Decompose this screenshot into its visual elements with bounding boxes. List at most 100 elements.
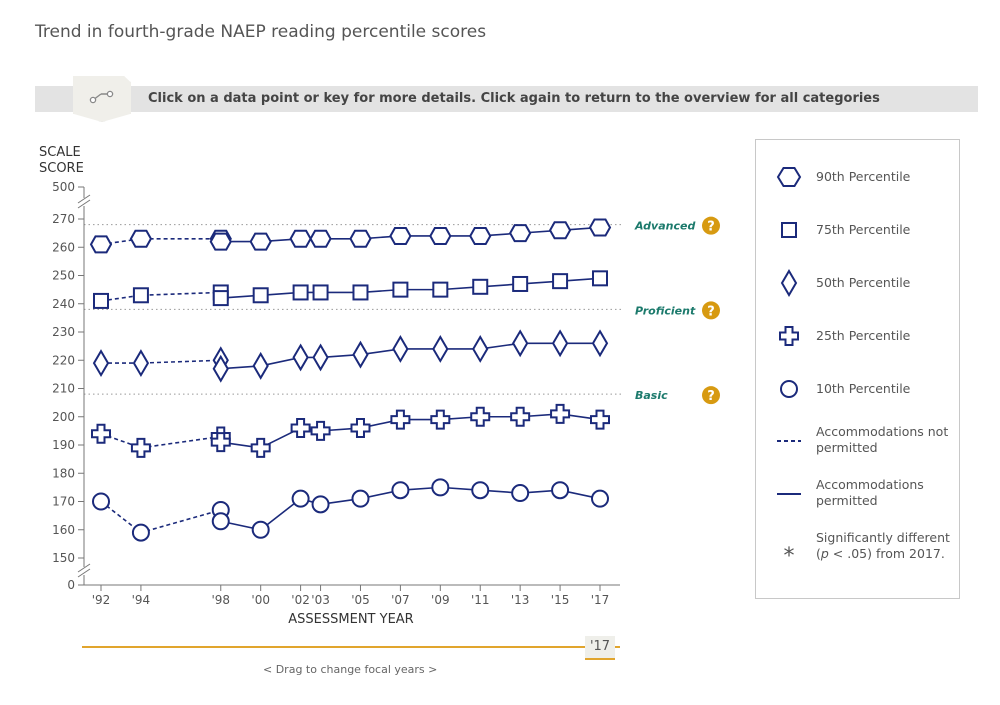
data-point[interactable] [209,232,232,251]
y-axis-label-line2: SCORE [39,161,84,176]
data-point[interactable] [310,420,331,441]
help-icon[interactable] [702,301,720,320]
legend-item-p75[interactable]: 75th Percentile [756,215,959,245]
data-point[interactable] [349,229,372,248]
data-point[interactable] [250,437,271,458]
data-point[interactable] [511,484,530,503]
data-point[interactable] [432,281,449,298]
data-point[interactable] [591,489,609,508]
data-point[interactable] [350,418,371,439]
significance-prefix: Significantly different ( [816,530,950,561]
x-axis-label: ASSESSMENT YEAR [288,612,413,627]
legend-item-p10[interactable]: 10th Percentile [756,374,959,404]
data-point[interactable] [591,329,609,358]
data-point[interactable] [391,481,410,500]
legend-item-p50[interactable]: 50th Percentile [756,268,959,298]
data-point[interactable] [93,292,109,309]
data-point[interactable] [212,290,229,307]
data-point[interactable] [392,281,409,298]
legend-item-permitted[interactable]: Accommodations permitted [756,477,959,511]
level-label-proficient: Proficient [635,304,696,317]
data-point[interactable] [548,221,572,240]
data-point[interactable] [510,406,531,427]
data-point[interactable] [291,489,310,508]
series-line-not-permitted [100,500,221,534]
series-line-not-permitted [100,432,221,449]
slider-label: < Drag to change focal years > [263,663,438,676]
data-point[interactable] [472,278,489,295]
data-point[interactable] [472,334,489,363]
data-point[interactable] [249,232,272,251]
data-point[interactable] [352,340,369,369]
instruction-text: Click on a data point or key for more de… [148,91,880,106]
help-icon[interactable] [702,216,720,235]
legend-item-p90[interactable]: 90th Percentile [756,162,959,192]
data-point[interactable] [551,329,569,358]
data-point[interactable] [512,329,529,358]
data-point[interactable] [590,409,610,430]
data-point[interactable] [470,406,491,427]
focal-year-track[interactable] [82,646,620,648]
x-tick-label: '94 [132,593,151,607]
data-point[interactable] [351,489,370,508]
data-point[interactable] [251,520,270,539]
data-point[interactable] [290,418,311,439]
data-point[interactable] [252,351,269,380]
diamond-icon [780,269,798,297]
hexagon-icon [776,167,802,187]
data-point[interactable] [430,409,451,430]
data-point[interactable] [588,218,612,237]
data-point[interactable] [92,349,110,378]
legend-label-p90: 90th Percentile [816,169,911,184]
help-icon[interactable] [702,386,720,405]
data-point[interactable] [392,334,409,363]
data-point[interactable] [252,287,269,304]
data-point[interactable] [211,512,230,531]
data-point[interactable] [129,229,153,248]
data-point[interactable] [512,275,529,292]
y-tick-label: 210 [52,382,75,396]
asterisk-icon: * [783,544,795,569]
connect-points-tab[interactable] [73,76,131,122]
y-tick-label: 170 [52,495,75,509]
data-point[interactable] [312,343,329,372]
data-point[interactable] [132,287,149,304]
data-point[interactable] [471,481,490,500]
data-point[interactable] [429,226,452,245]
data-point[interactable] [292,343,309,372]
data-point[interactable] [352,284,369,301]
data-point[interactable] [551,481,570,500]
data-point[interactable] [132,349,150,378]
data-point[interactable] [432,334,449,363]
legend-item-p25[interactable]: 25th Percentile [756,321,959,351]
data-point[interactable] [389,226,412,245]
data-point[interactable] [311,495,330,514]
data-point[interactable] [210,432,231,453]
y-tick-label: 250 [52,269,75,283]
data-point[interactable] [550,403,571,424]
series-line-permitted [220,342,600,370]
x-tick-label: '11 [471,593,490,607]
data-point[interactable] [289,229,312,248]
data-point[interactable] [92,492,110,511]
data-point[interactable] [469,226,492,245]
data-point[interactable] [312,284,329,301]
data-point[interactable] [592,270,608,287]
data-point[interactable] [292,284,309,301]
data-point[interactable] [212,354,229,383]
data-point[interactable] [89,235,113,254]
legend-item-not-permitted[interactable]: Accommodations not permitted [756,424,959,458]
y-axis-label-line1: SCALE [39,145,81,160]
data-point[interactable] [131,523,150,542]
x-tick-label: '92 [92,593,111,607]
focal-year-handle[interactable]: '17 [585,636,615,660]
data-point[interactable] [431,478,450,497]
data-point[interactable] [309,229,332,248]
data-point[interactable] [552,273,569,290]
data-point[interactable] [509,224,532,243]
x-tick-label: '02 [291,593,310,607]
data-point[interactable] [91,423,111,444]
data-point[interactable] [130,437,151,458]
series-line-not-permitted [101,359,221,364]
data-point[interactable] [390,409,411,430]
